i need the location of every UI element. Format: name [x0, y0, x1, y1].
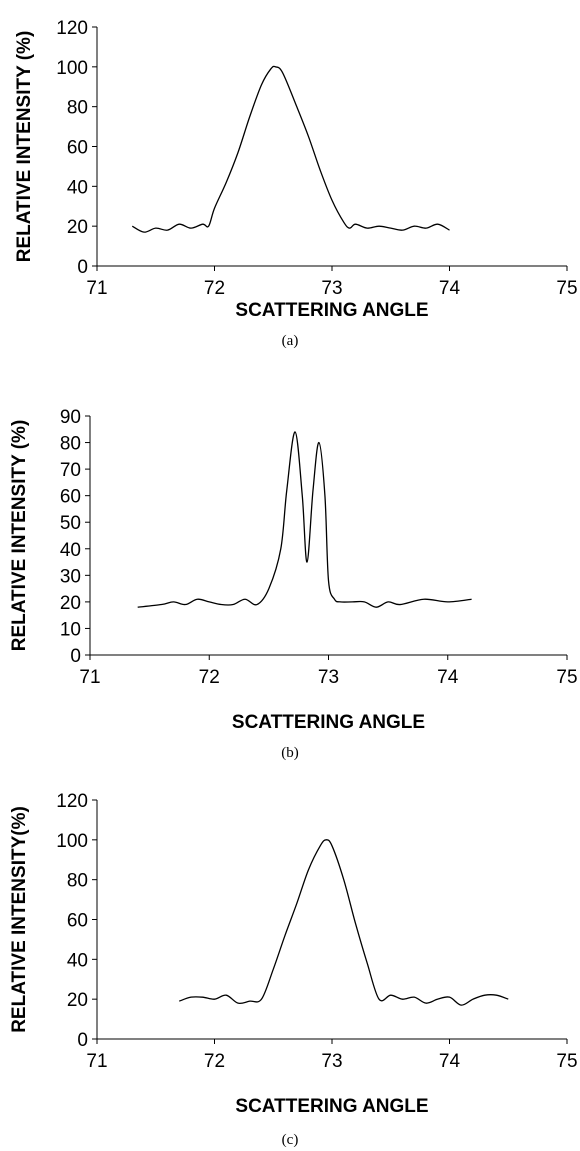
y-tick-label: 30 [60, 566, 81, 587]
x-axis-title: SCATTERING ANGLE [232, 712, 425, 733]
x-tick-label: 75 [556, 667, 577, 688]
y-tick-label: 40 [67, 950, 88, 971]
y-tick-label: 90 [60, 407, 81, 428]
y-tick-label: 80 [67, 871, 88, 892]
x-tick-label: 71 [79, 667, 100, 688]
x-tick-label: 72 [204, 278, 225, 299]
x-tick-label: 75 [556, 278, 577, 299]
x-tick-label: 71 [86, 278, 107, 299]
x-tick-label: 74 [439, 1051, 461, 1072]
y-tick-label: 70 [60, 460, 81, 481]
x-tick-label: 74 [437, 667, 459, 688]
chart-panel-3: 0 20 40 60 80 100 120 71 72 73 74 75 SCATTERING ANGL… [9, 791, 578, 1148]
x-tick-label: 72 [204, 1051, 225, 1072]
y-tick-label: 80 [67, 98, 88, 119]
y-tick-label: 120 [56, 791, 88, 812]
series-line [131, 65, 450, 233]
series-line [137, 431, 472, 608]
y-tick-label: 80 [60, 434, 81, 455]
y-tick-label: 20 [67, 990, 88, 1011]
panel-caption: (c) [282, 1132, 299, 1148]
y-axis-title: RELATIVE INTENSITY(%) [9, 806, 30, 1033]
y-tick-label: 60 [60, 487, 81, 508]
y-tick-label: 0 [77, 1030, 88, 1051]
y-tick-label: 0 [70, 646, 81, 667]
chart-panel-1: 0 20 40 60 80 100 120 71 72 73 74 75 SCATTERING ANGL… [14, 18, 578, 349]
y-tick-label: 0 [77, 257, 88, 278]
x-tick-label: 73 [318, 667, 339, 688]
y-axis-title: RELATIVE INTENSITY (%) [9, 420, 30, 652]
y-tick-label: 60 [67, 911, 88, 932]
y-tick-label: 120 [56, 18, 88, 39]
x-tick-label: 74 [439, 278, 461, 299]
y-axis-title: RELATIVE INTENSITY (%) [14, 31, 35, 263]
x-tick-label: 73 [321, 278, 342, 299]
series-line [179, 839, 509, 1006]
y-tick-label: 20 [60, 593, 81, 614]
x-tick-label: 73 [321, 1051, 342, 1072]
y-tick-label: 20 [67, 217, 88, 238]
x-tick-label: 75 [556, 1051, 577, 1072]
y-tick-label: 10 [60, 619, 81, 640]
x-axis-title: SCATTERING ANGLE [235, 300, 428, 321]
y-tick-label: 40 [60, 540, 81, 561]
y-tick-label: 50 [60, 513, 81, 534]
x-tick-label: 71 [86, 1051, 107, 1072]
y-tick-label: 100 [56, 831, 88, 852]
y-tick-label: 60 [67, 138, 88, 159]
y-tick-label: 40 [67, 177, 88, 198]
x-tick-label: 72 [199, 667, 220, 688]
panel-caption: (a) [282, 333, 299, 349]
x-axis-title: SCATTERING ANGLE [235, 1096, 428, 1117]
chart-panel-2: 0 10 20 30 40 50 60 70 80 90 71 72 73 74 75 SCATTERING … [9, 407, 578, 761]
y-tick-label: 100 [56, 58, 88, 79]
panel-caption: (b) [281, 745, 299, 761]
